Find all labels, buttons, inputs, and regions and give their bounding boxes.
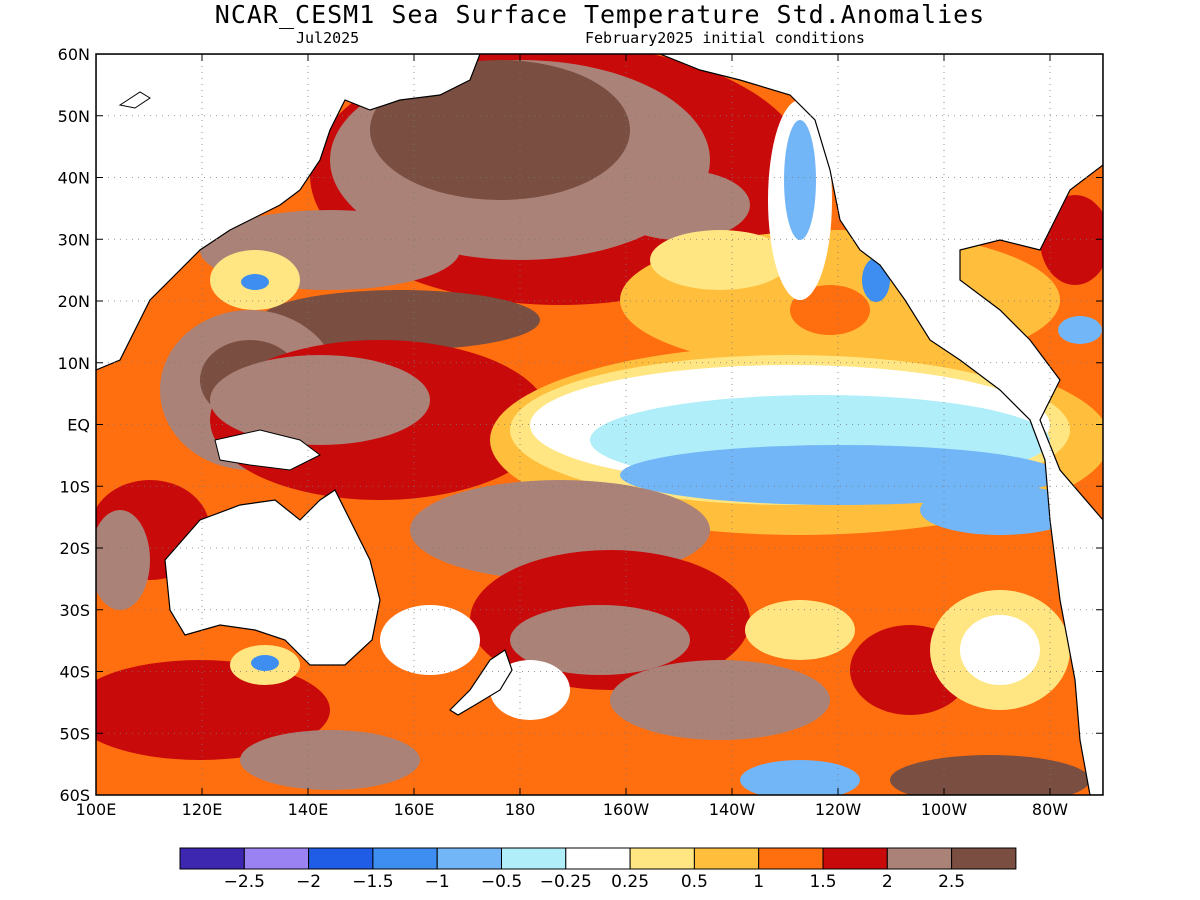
california-coast-cool [784, 120, 816, 240]
northeast-pacific-light [650, 230, 790, 290]
colorbar-swatch [822, 847, 888, 870]
lat-tick-label: 40N [58, 169, 90, 188]
west-pacific-cool [241, 274, 269, 290]
colorbar-label: −2 [296, 872, 322, 892]
colorbar-label: −1.5 [352, 872, 394, 892]
colorbar-swatch [693, 847, 760, 870]
colorbar-label: 2.5 [938, 872, 966, 892]
south-australia-cool [251, 655, 279, 671]
colorbar-label: −0.25 [539, 872, 592, 892]
lat-tick-label: 10N [58, 354, 90, 373]
colorbar-label: 2 [881, 872, 893, 892]
lon-tick-label: 140E [288, 800, 329, 819]
americas-landmass [659, 54, 1103, 795]
lat-tick-label: 60N [58, 45, 90, 64]
colorbar-label: 0.5 [680, 872, 708, 892]
lon-tick-label: 100E [76, 800, 117, 819]
colorbar-swatch [951, 847, 1017, 870]
colorbar [179, 847, 1017, 870]
valid-month-label: Jul2025 [296, 29, 360, 47]
lat-tick-label: 50S [59, 724, 90, 743]
colorbar-swatch [886, 847, 953, 870]
northeast-pacific-core [790, 285, 870, 335]
axis-tick-labels: 60N50N40N30N20N10NEQ10S20S30S40S50S60S10… [58, 45, 1069, 819]
colorbar-swatch [308, 847, 374, 870]
cold-tongue-core [620, 445, 1060, 505]
lon-tick-label: 160E [394, 800, 435, 819]
south-neutral-patch [490, 660, 570, 720]
colorbar-label: −1 [424, 872, 450, 892]
south-central-anomaly [510, 605, 690, 675]
anomaly-field [96, 54, 1103, 795]
map-title: NCAR_CESM1 Sea Surface Temperature Std.A… [214, 0, 986, 29]
new-zealand-landmass [449, 649, 513, 716]
lat-tick-label: 50N [58, 107, 90, 126]
central-north-anomaly [610, 170, 750, 240]
lat-tick-label: 10S [59, 477, 90, 496]
lat-tick-label: 40S [59, 663, 90, 682]
far-south-anomaly [890, 755, 1090, 795]
indian-ocean-anomaly [96, 510, 150, 610]
australia-landmass [164, 489, 381, 666]
lon-tick-label: 140W [709, 800, 756, 819]
colorbar-swatch [758, 847, 824, 870]
colorbar-swatch [372, 847, 438, 870]
southeast-neutral [960, 615, 1040, 685]
southern-anomaly [610, 660, 830, 740]
maritime-continent-islands [214, 429, 321, 471]
lon-tick-label: 160W [603, 800, 650, 819]
lat-tick-label: 30S [59, 601, 90, 620]
initial-conditions-label: February2025 initial conditions [585, 29, 865, 47]
lon-tick-label: 120W [815, 800, 862, 819]
lat-tick-label: EQ [67, 416, 90, 435]
colorbar-swatch [436, 847, 503, 870]
lon-tick-label: 180 [505, 800, 536, 819]
colorbar-label: −0.5 [480, 872, 523, 892]
western-tropic-anomaly [210, 355, 430, 445]
colorbar-swatch [501, 847, 567, 870]
asia-landmass [96, 54, 481, 371]
lat-tick-label: 60S [59, 786, 90, 805]
southern-ocean-warm [96, 660, 330, 760]
lon-tick-label: 120E [182, 800, 223, 819]
caribbean-cool [1058, 316, 1102, 344]
colorbar-label: −2.5 [223, 872, 265, 892]
axis-ticks [95, 53, 1103, 796]
lon-tick-label: 80W [1032, 800, 1068, 819]
south-light-patch [745, 600, 855, 660]
southern-ocean-anomaly [240, 730, 420, 790]
lat-tick-label: 20N [58, 292, 90, 311]
colorbar-swatch [179, 847, 245, 870]
colorbar-swatch [629, 847, 695, 870]
tasman-neutral [380, 605, 480, 675]
north-island [118, 91, 151, 109]
colorbar-label: 1 [753, 872, 765, 892]
colorbar-label: 1.5 [809, 872, 837, 892]
colorbar-swatch [565, 847, 631, 870]
lat-tick-label: 30N [58, 230, 90, 249]
subtropical-anomaly-2-5 [260, 290, 540, 350]
lon-tick-label: 100W [921, 800, 968, 819]
colorbar-label: 0.25 [611, 872, 650, 892]
lat-tick-label: 20S [59, 539, 90, 558]
southern-cool-patch [740, 760, 860, 795]
colorbar-swatch [243, 847, 310, 870]
eastern-cool-patch [920, 485, 1080, 535]
